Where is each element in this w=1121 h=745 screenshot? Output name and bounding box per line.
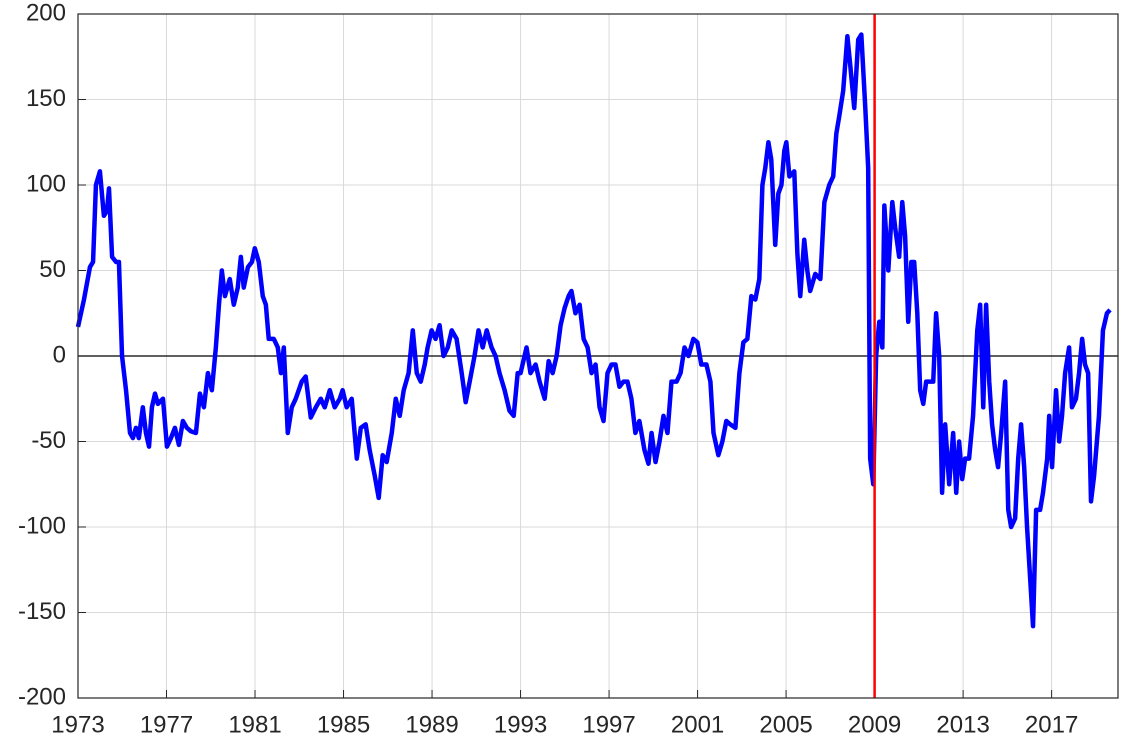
y-tick-label: 50 [39,256,66,283]
x-tick-label: 1989 [405,711,458,738]
y-tick-label: 150 [26,85,66,112]
x-tick-label: 1977 [140,711,193,738]
data-line [75,32,1112,629]
x-tick-label: 1981 [228,711,281,738]
x-tick-label: 1993 [494,711,547,738]
y-tick-label: 200 [26,0,66,26]
y-tick-label: -50 [31,427,66,454]
x-tick-label: 2005 [759,711,812,738]
x-tick-label: 2017 [1025,711,1078,738]
y-tick-label: 100 [26,170,66,197]
x-tick-label: 1973 [51,711,104,738]
y-tick-label: -150 [18,598,66,625]
x-tick-label: 1997 [582,711,635,738]
plot-frame [77,13,1119,699]
y-tick-label: -100 [18,512,66,539]
x-tick-label: 2013 [936,711,989,738]
y-tick-label: 0 [53,341,66,368]
y-tick-label: -200 [18,683,66,710]
x-tick-label: 2001 [671,711,724,738]
x-tick-label: 1985 [317,711,370,738]
x-tick-label: 2009 [848,711,901,738]
